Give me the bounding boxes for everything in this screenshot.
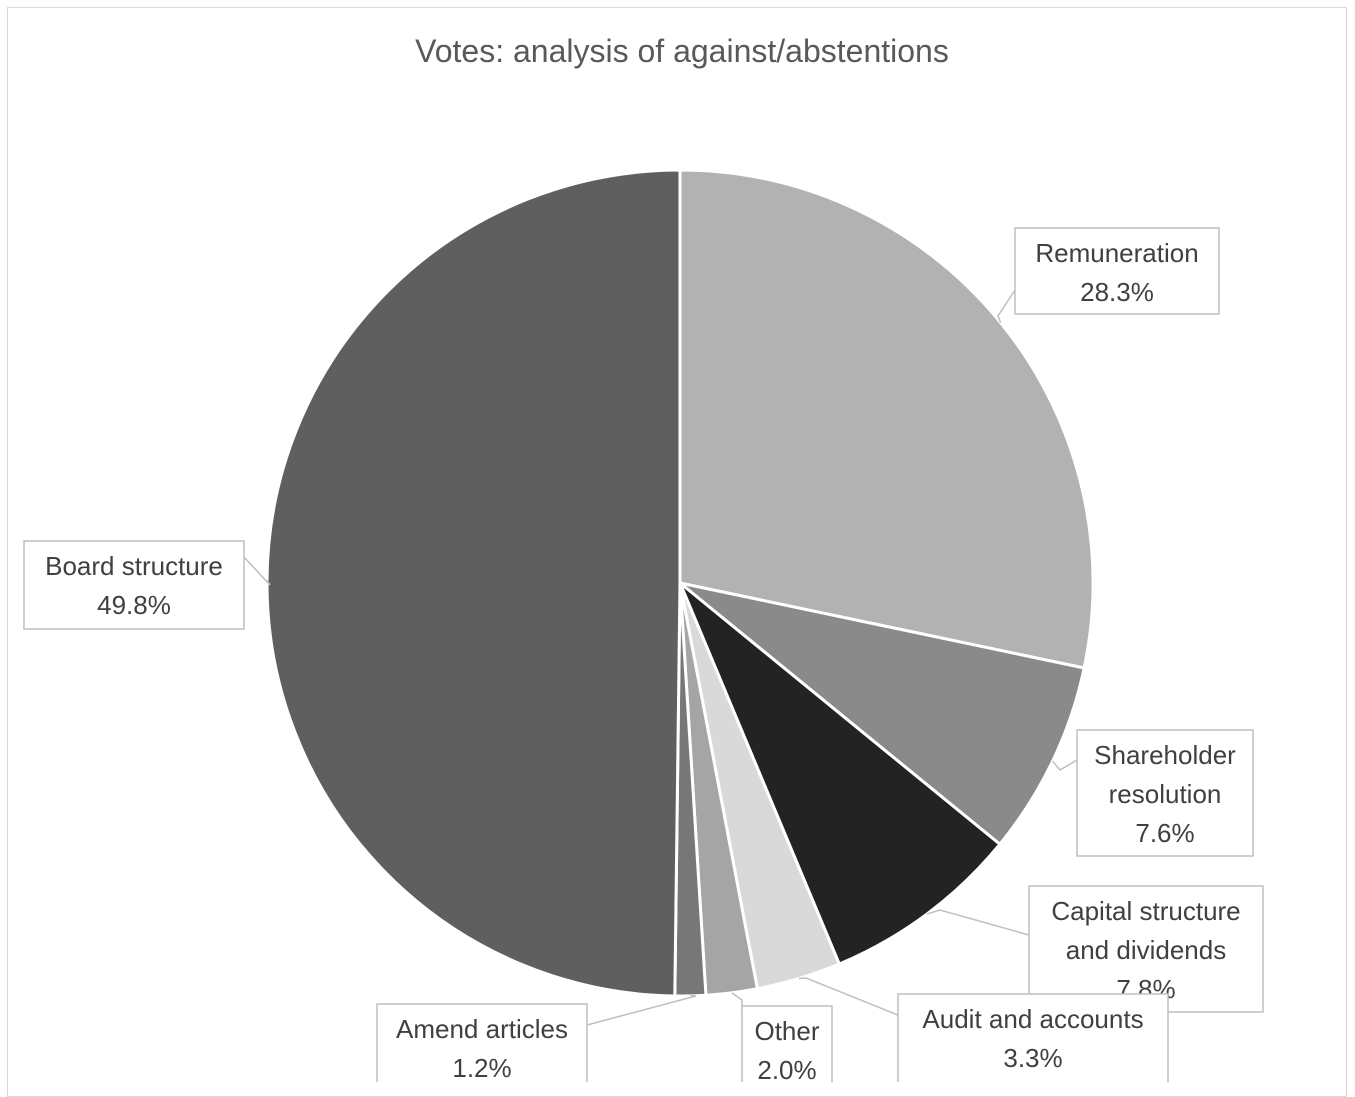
leader-line-amend-articles (586, 995, 697, 1026)
pie-slice-shareholder-resolution (679, 581, 1086, 847)
data-label-name-audit-and-accounts: Audit and accounts (922, 1004, 1143, 1034)
leader-line-remuneration (997, 289, 1016, 324)
data-label-name-shareholder-resolution: Shareholder (1094, 740, 1236, 770)
data-label-name-capital-structure-and-dividends: and dividends (1066, 935, 1226, 965)
pie-slices (265, 168, 1095, 998)
data-label-name-amend-articles: Amend articles (396, 1014, 568, 1044)
data-label-value-board-structure: 49.8% (97, 590, 171, 620)
pie-slice-remuneration (678, 168, 1095, 670)
data-label-name-remuneration: Remuneration (1035, 238, 1198, 268)
data-labels: Remuneration 28.3% Shareholder resolution 7.… (23, 227, 1264, 1082)
data-label-name-board-structure: Board structure (45, 551, 223, 581)
data-label-name-shareholder-resolution: resolution (1109, 779, 1222, 809)
callout-box-other (741, 1005, 833, 1082)
data-label-name-other: Other (754, 1016, 819, 1046)
leader-line-other (731, 992, 743, 1010)
data-label-value-amend-articles: 1.2% (452, 1053, 511, 1082)
data-label-value-shareholder-resolution: 7.6% (1135, 818, 1194, 848)
pie-slice-board-structure (265, 168, 682, 998)
data-label-value-remuneration: 28.3% (1080, 277, 1154, 307)
leader-line-board-structure (243, 556, 271, 586)
data-label-value-other: 2.0% (757, 1055, 816, 1082)
leader-line-audit-and-accounts (798, 977, 899, 1016)
chart-title: Votes: analysis of against/abstentions (415, 33, 949, 69)
callout-box-amend-articles (376, 1003, 588, 1082)
leader-line-capital-structure-and-dividends (926, 909, 1030, 936)
data-label-value-audit-and-accounts: 3.3% (1003, 1043, 1062, 1073)
callout-box-board-structure (23, 540, 245, 630)
leader-line-shareholder-resolution (1052, 759, 1078, 771)
callout-box-shareholder-resolution (1076, 729, 1254, 857)
callout-box-audit-and-accounts (897, 993, 1169, 1082)
data-label-name-capital-structure-and-dividends: Capital structure (1051, 896, 1240, 926)
callout-box-remuneration (1014, 227, 1220, 315)
callout-box-capital-structure-and-dividends (1028, 885, 1264, 1013)
